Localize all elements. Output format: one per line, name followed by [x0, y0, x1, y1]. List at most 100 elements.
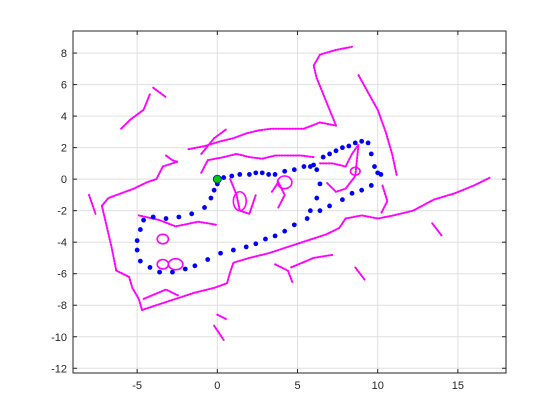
map-scan-segment: [226, 217, 347, 285]
trajectory-point: [163, 216, 169, 221]
y-tick-labels: 8 6 4 2 0 -2 -4 -6 -8 -10 -12: [51, 48, 67, 375]
start-point: [212, 174, 222, 184]
trajectory-point: [340, 145, 345, 151]
x-tick-label: 10: [372, 380, 384, 392]
y-tick-label: 6: [61, 80, 67, 92]
trajectory-point: [259, 170, 265, 176]
trajectory-point: [263, 236, 268, 242]
trajectory-point: [320, 154, 326, 160]
trajectory-point: [301, 164, 307, 169]
trajectory-point: [282, 228, 288, 234]
trajectory-point: [211, 187, 217, 193]
map-scan-loop: [156, 258, 170, 270]
map-scan-segment: [187, 121, 337, 151]
map-scan-loop: [156, 233, 170, 245]
trajectory-point: [304, 216, 310, 221]
trajectory-point: [272, 233, 278, 239]
trajectory-point: [272, 172, 278, 177]
map-scan-segment: [312, 45, 353, 127]
trajectory-point: [346, 143, 352, 149]
x-tick-label: 5: [294, 380, 300, 392]
trajectory-point: [230, 247, 236, 253]
map-scan-segment: [216, 313, 228, 321]
trajectory-point: [134, 238, 140, 244]
trajectory-point: [317, 208, 323, 214]
trajectory-point: [218, 250, 223, 256]
trajectory-point: [291, 222, 297, 228]
trajectory-series: [134, 138, 384, 275]
trajectory-point: [266, 172, 272, 177]
trajectory-point: [192, 263, 198, 269]
x-tick-label: 0: [214, 380, 220, 392]
map-scan-segment: [141, 282, 228, 311]
trajectory-point: [349, 190, 355, 196]
y-tick-label: -12: [51, 363, 67, 375]
trajectory-point: [314, 195, 320, 201]
plot-background: [73, 31, 506, 373]
trajectory-point: [327, 151, 332, 157]
start-series: [212, 174, 222, 184]
map-scan-loop: [232, 190, 248, 212]
trajectory-point: [359, 138, 365, 144]
map-scan-segment: [319, 143, 360, 193]
trajectory-point: [157, 269, 163, 275]
trajectory-point: [208, 195, 214, 201]
trajectory-point: [202, 205, 207, 210]
map-scan-segment: [290, 253, 334, 269]
map-scan-series: [88, 45, 491, 341]
trajectory-point: [141, 217, 146, 223]
trajectory-point: [229, 173, 235, 179]
y-tick-label: -4: [57, 237, 67, 249]
trajectory-point: [237, 172, 243, 177]
map-scan-segment: [155, 160, 179, 181]
map-scan-segment: [142, 288, 180, 300]
y-tick-label: -2: [57, 206, 67, 218]
trajectory-point: [253, 170, 259, 176]
trajectory-point: [368, 183, 374, 188]
trajectory-point: [307, 208, 313, 214]
map-scan-segment: [200, 152, 315, 174]
trajectory-point: [147, 265, 153, 270]
trajectory-point: [368, 151, 374, 157]
y-tick-label: -6: [57, 269, 67, 281]
x-tick-label: 15: [452, 380, 464, 392]
map-scan-segment: [274, 263, 294, 285]
trajectory-point: [243, 244, 249, 250]
map-scan-segment: [379, 184, 389, 215]
trajectory-point: [378, 172, 384, 177]
trajectory-point: [150, 214, 156, 220]
trajectory-point: [137, 258, 143, 264]
map-scan-segment: [200, 127, 228, 155]
y-tick-label: 0: [61, 174, 67, 186]
map-scan-loop: [276, 175, 293, 190]
x-tick-label: -5: [132, 380, 142, 392]
x-tick-labels: -5 0 5 10 15: [132, 380, 464, 392]
map-scan-loop: [349, 166, 361, 177]
ticks: [73, 31, 506, 373]
map-scan-segment: [100, 204, 118, 272]
trajectory-point: [182, 266, 188, 272]
map-scan-segment: [431, 222, 443, 237]
trajectory-point: [137, 227, 143, 232]
map-scan-segment: [213, 324, 225, 341]
map-scan-segment: [115, 269, 143, 311]
map-scan-segment: [100, 178, 158, 207]
trajectory-point: [314, 167, 320, 173]
y-tick-label: -10: [51, 332, 67, 344]
trajectory-point: [247, 172, 252, 177]
y-tick-label: -8: [57, 300, 67, 312]
trajectory-point: [333, 148, 339, 154]
trajectory-point: [352, 140, 358, 146]
axes-frame: [72, 30, 507, 374]
trajectory-point: [176, 214, 182, 220]
map-scan-segment: [354, 266, 366, 281]
trajectory-point: [189, 211, 195, 217]
map-scan-segment: [152, 86, 167, 99]
map-scan-segment: [357, 74, 398, 177]
trajectory-point: [372, 164, 377, 169]
map-scan-segment: [344, 176, 491, 220]
trajectory-point: [340, 197, 345, 203]
trajectory-point: [170, 269, 175, 275]
map-scan-segment: [165, 154, 179, 163]
